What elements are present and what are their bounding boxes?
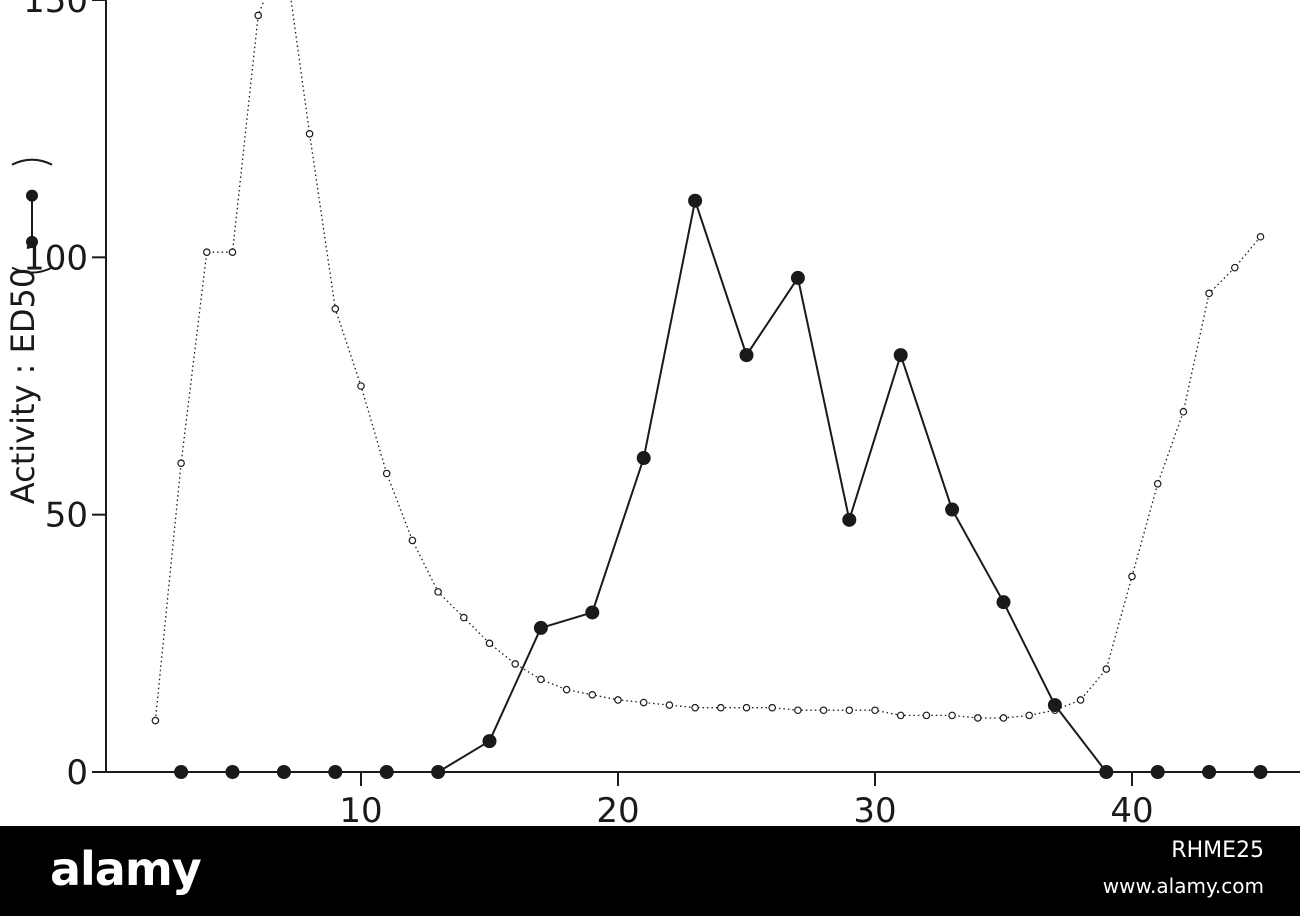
y-label-marker-bottom [26, 235, 38, 248]
secondary-series-point [999, 714, 1008, 722]
activity-series-point [328, 765, 343, 779]
secondary-series-point [896, 711, 905, 720]
activity-series-point [945, 502, 960, 517]
secondary-series-point [665, 701, 674, 709]
secondary-series-point [1179, 407, 1188, 416]
activity-series-point [1150, 765, 1165, 779]
activity-series-point [688, 193, 703, 208]
secondary-series-point [691, 703, 699, 712]
secondary-series-point [331, 304, 340, 313]
y-tick-label: 150 [23, 0, 88, 21]
watermark-footer: alamy RHME25 www.alamy.com [0, 826, 1300, 916]
activity-series-point [585, 605, 600, 620]
secondary-series-point [151, 716, 160, 725]
y-axis-label: Activity : ED50 [4, 268, 42, 504]
secondary-series-point [845, 706, 854, 715]
secondary-series-point [485, 639, 494, 648]
activity-series-point [1253, 765, 1268, 779]
activity-series-point [739, 348, 754, 363]
activity-series-point [636, 451, 651, 466]
y-label-paren-open [11, 158, 53, 166]
y-tick-label: 0 [66, 753, 88, 793]
activity-series-point [379, 765, 394, 779]
chart-area: 0 50 100 150 10 20 30 40 Activity : ED50 [4, 0, 1300, 826]
activity-series-point [276, 765, 291, 779]
secondary-series-point [1231, 263, 1239, 272]
secondary-series-point [768, 703, 777, 712]
secondary-series-point [1102, 665, 1111, 673]
y-tick-label: 50 [45, 496, 88, 536]
secondary-series-point [871, 706, 879, 715]
x-tick-label: 30 [853, 791, 896, 826]
activity-series-point [1202, 765, 1217, 779]
activity-series-point [996, 595, 1011, 610]
secondary-series-point [408, 536, 417, 545]
secondary-series-point [511, 660, 520, 668]
secondary-series-point [794, 706, 802, 715]
activity-series-point [482, 734, 497, 749]
brand-logo: alamy [50, 842, 202, 896]
activity-series-point [225, 765, 240, 779]
secondary-series-point [562, 685, 571, 694]
secondary-series-point [1205, 289, 1213, 298]
secondary-series-line [154, 0, 1261, 721]
secondary-series-point [254, 11, 263, 20]
secondary-series-point [973, 714, 982, 722]
activity-series-point [533, 620, 548, 635]
secondary-series-point [434, 588, 442, 596]
secondary-series-point [742, 703, 751, 712]
secondary-series-point [639, 698, 648, 707]
secondary-series-point [203, 248, 211, 256]
secondary-series-point [177, 459, 185, 468]
secondary-series-point [305, 130, 314, 138]
activity-series-point [174, 765, 189, 779]
activity-series-point [893, 348, 908, 363]
activity-series-point [1047, 698, 1062, 713]
secondary-series-point [1025, 711, 1034, 720]
secondary-series-point [459, 613, 468, 622]
x-tick-label: 20 [596, 791, 639, 826]
secondary-series-point [357, 382, 365, 390]
secondary-series-point [614, 696, 622, 704]
secondary-series-point [716, 703, 725, 712]
activity-series-point [842, 512, 857, 527]
x-tick-label: 10 [339, 791, 382, 826]
secondary-series-point [588, 690, 597, 699]
secondary-series-point [1256, 232, 1265, 241]
site-url-label: www.alamy.com [1102, 874, 1264, 898]
secondary-series-point [228, 248, 237, 256]
activity-series-point [431, 765, 446, 779]
activity-series-line [181, 196, 1261, 773]
x-tick-label: 40 [1110, 791, 1153, 826]
secondary-series-point [1153, 479, 1162, 488]
secondary-series-point [922, 711, 931, 720]
secondary-series-point [1128, 572, 1136, 581]
activity-series-point [1099, 765, 1114, 779]
secondary-series-point [382, 469, 391, 478]
activity-series-point [790, 270, 805, 285]
secondary-series-point [819, 706, 828, 715]
y-label-paren-close [11, 266, 53, 274]
secondary-series-point [537, 675, 545, 684]
image-id-label: RHME25 [1171, 838, 1264, 863]
secondary-series-point [948, 711, 956, 720]
secondary-series-point [1076, 696, 1085, 704]
